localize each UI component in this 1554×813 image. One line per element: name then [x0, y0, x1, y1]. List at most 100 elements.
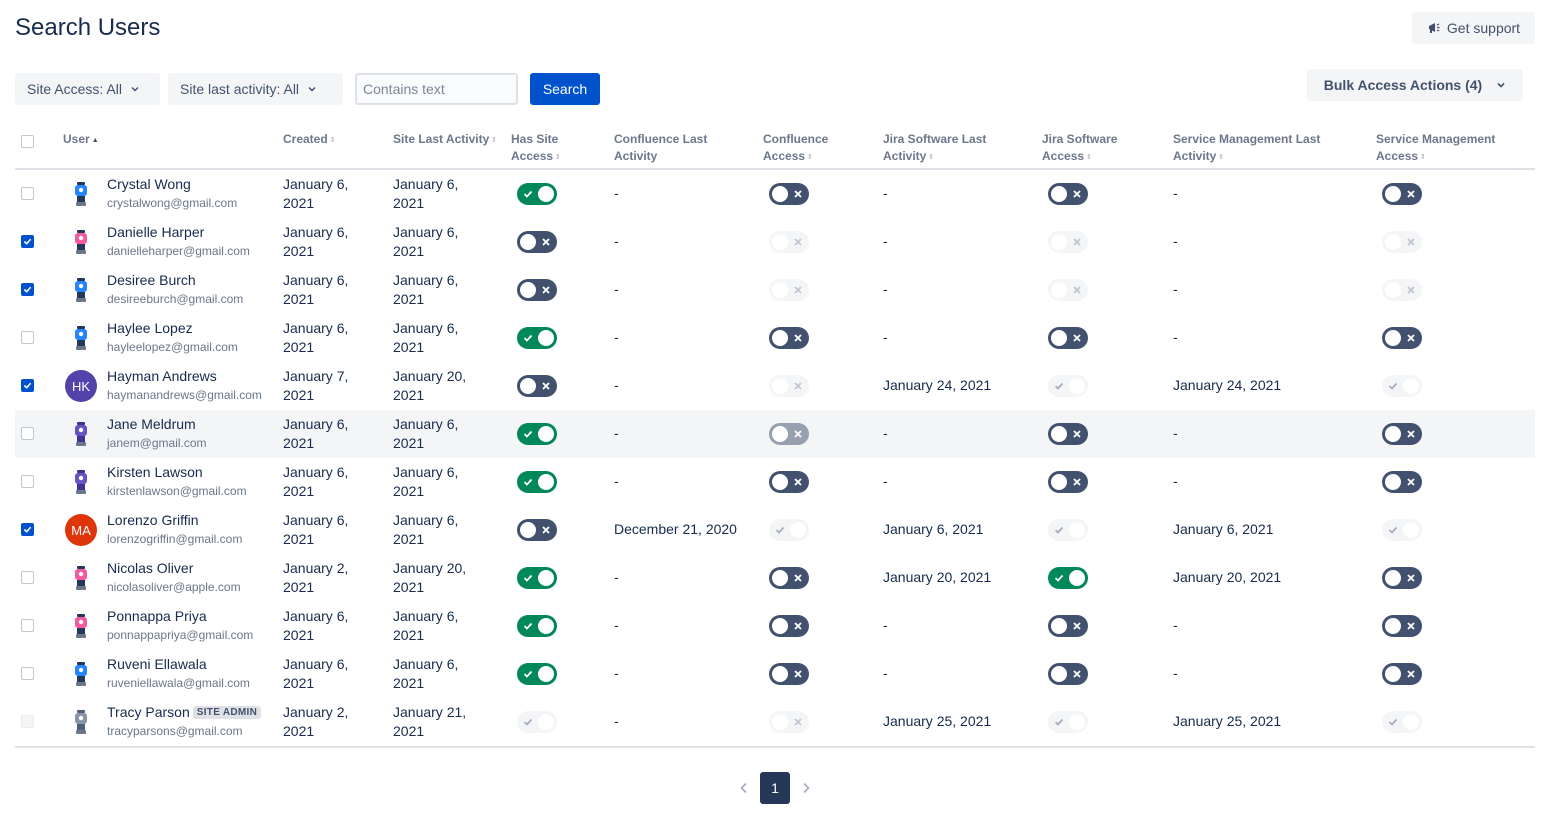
confluence-access-toggle[interactable]: [769, 231, 809, 253]
confluence-access-toggle[interactable]: [769, 423, 809, 445]
sm-access-toggle[interactable]: [1382, 279, 1422, 301]
sm-access-toggle[interactable]: [1382, 615, 1422, 637]
next-page-button[interactable]: [798, 772, 814, 804]
has-site-access-toggle[interactable]: [517, 279, 557, 301]
user-name[interactable]: Lorenzo Griffin: [107, 512, 199, 528]
select-all-checkbox[interactable]: [21, 135, 34, 148]
has-site-access-toggle[interactable]: [517, 423, 557, 445]
confluence-access-toggle[interactable]: [769, 327, 809, 349]
user-name[interactable]: Tracy Parson SITE ADMIN: [107, 704, 262, 720]
row-select-checkbox[interactable]: [21, 283, 34, 296]
confluence-access-toggle[interactable]: [769, 471, 809, 493]
jira-access-toggle[interactable]: [1048, 663, 1088, 685]
column-header-confluence-access[interactable]: Confluence Access ⇕: [763, 132, 829, 163]
confluence-access-toggle[interactable]: [769, 711, 809, 733]
site-last-activity-filter[interactable]: Site last activity: All: [168, 73, 343, 105]
has-site-access-toggle[interactable]: [517, 663, 557, 685]
user-name[interactable]: Nicolas Oliver: [107, 560, 194, 576]
user-name[interactable]: Haylee Lopez: [107, 320, 193, 336]
jira-access-toggle[interactable]: [1048, 615, 1088, 637]
jira-access-toggle[interactable]: [1048, 471, 1088, 493]
sm-access-toggle[interactable]: [1382, 375, 1422, 397]
sm-access-toggle[interactable]: [1382, 231, 1422, 253]
row-select-checkbox[interactable]: [21, 571, 34, 584]
jira-access-toggle[interactable]: [1048, 327, 1088, 349]
user-name[interactable]: Desiree Burch: [107, 272, 196, 288]
sm-access-toggle[interactable]: [1382, 183, 1422, 205]
user-name[interactable]: Jane Meldrum: [107, 416, 196, 432]
user-name[interactable]: Hayman Andrews: [107, 368, 217, 384]
search-input[interactable]: [355, 73, 518, 105]
sm-access-toggle[interactable]: [1382, 471, 1422, 493]
sm-access-toggle[interactable]: [1382, 519, 1422, 541]
confluence-access-toggle[interactable]: [769, 183, 809, 205]
jira-access-toggle[interactable]: [1048, 183, 1088, 205]
site-access-filter[interactable]: Site Access: All: [15, 73, 160, 105]
robot-avatar-icon: [65, 226, 97, 258]
confluence-access-toggle[interactable]: [769, 567, 809, 589]
confluence-access-toggle[interactable]: [769, 615, 809, 637]
has-site-access-toggle[interactable]: [517, 711, 557, 733]
has-site-access-toggle[interactable]: [517, 519, 557, 541]
user-name[interactable]: Ponnappa Priya: [107, 608, 207, 624]
confluence-access-toggle[interactable]: [769, 663, 809, 685]
row-select-checkbox[interactable]: [21, 667, 34, 680]
jira-access-toggle[interactable]: [1048, 567, 1088, 589]
column-header-created[interactable]: Created ⇕: [283, 132, 336, 146]
site-last-activity-date: January 6, 2021: [393, 224, 459, 259]
sm-access-toggle[interactable]: [1382, 663, 1422, 685]
column-header-has-site-access[interactable]: Has Site Access ⇕: [511, 132, 561, 163]
chevron-down-icon: [1497, 82, 1505, 88]
user-name[interactable]: Ruveni Ellawala: [107, 656, 207, 672]
has-site-access-toggle[interactable]: [517, 471, 557, 493]
sm-access-toggle[interactable]: [1382, 711, 1422, 733]
row-select-checkbox[interactable]: [21, 619, 34, 632]
row-select-checkbox[interactable]: [21, 427, 34, 440]
row-select-checkbox[interactable]: [21, 523, 34, 536]
has-site-access-toggle[interactable]: [517, 183, 557, 205]
user-name[interactable]: Crystal Wong: [107, 176, 191, 192]
jira-access-toggle[interactable]: [1048, 375, 1088, 397]
page-1-button[interactable]: 1: [760, 772, 790, 804]
confluence-last-activity: -: [614, 425, 619, 441]
user-email: desireeburch@gmail.com: [107, 292, 244, 306]
jira-access-toggle[interactable]: [1048, 423, 1088, 445]
jira-access-toggle[interactable]: [1048, 279, 1088, 301]
sm-access-toggle[interactable]: [1382, 327, 1422, 349]
row-select-checkbox[interactable]: [21, 379, 34, 392]
confluence-access-toggle[interactable]: [769, 375, 809, 397]
sm-access-toggle[interactable]: [1382, 423, 1422, 445]
has-site-access-toggle[interactable]: [517, 615, 557, 637]
column-header-user[interactable]: User ▲: [63, 132, 99, 146]
bulk-access-actions-label: Bulk Access Actions (4): [1323, 77, 1483, 93]
search-button[interactable]: Search: [530, 73, 600, 105]
row-select-checkbox[interactable]: [21, 187, 34, 200]
column-header-jira-access[interactable]: Jira Software Access ⇕: [1042, 132, 1118, 163]
column-header-sm-last-activity[interactable]: Service Management Last Activity ⇕: [1173, 132, 1321, 163]
row-select-checkbox[interactable]: [21, 475, 34, 488]
row-select-checkbox[interactable]: [21, 331, 34, 344]
confluence-last-activity: -: [614, 329, 619, 345]
row-select-checkbox[interactable]: [21, 235, 34, 248]
jira-access-toggle[interactable]: [1048, 519, 1088, 541]
confluence-access-toggle[interactable]: [769, 519, 809, 541]
get-support-button[interactable]: Get support: [1412, 12, 1535, 44]
confluence-access-toggle[interactable]: [769, 279, 809, 301]
table-row: Kirsten Lawson kirstenlawson@gmail.com Jan…: [15, 458, 1535, 506]
user-name[interactable]: Kirsten Lawson: [107, 464, 203, 480]
has-site-access-toggle[interactable]: [517, 375, 557, 397]
column-header-sm-access[interactable]: Service Management Access ⇕: [1376, 132, 1496, 163]
jira-access-toggle[interactable]: [1048, 231, 1088, 253]
has-site-access-toggle[interactable]: [517, 231, 557, 253]
sm-access-toggle[interactable]: [1382, 567, 1422, 589]
has-site-access-toggle[interactable]: [517, 567, 557, 589]
user-name[interactable]: Danielle Harper: [107, 224, 205, 240]
column-header-confluence-last-activity[interactable]: Confluence Last Activity: [614, 132, 708, 163]
jira-access-toggle[interactable]: [1048, 711, 1088, 733]
pagination: 1: [736, 772, 814, 804]
has-site-access-toggle[interactable]: [517, 327, 557, 349]
previous-page-button[interactable]: [736, 772, 752, 804]
column-header-site-last-activity[interactable]: Site Last Activity ⇕: [393, 132, 498, 146]
column-header-jira-last-activity[interactable]: Jira Software Last Activity ⇕: [883, 132, 987, 163]
bulk-access-actions-button[interactable]: Bulk Access Actions (4): [1307, 69, 1523, 101]
